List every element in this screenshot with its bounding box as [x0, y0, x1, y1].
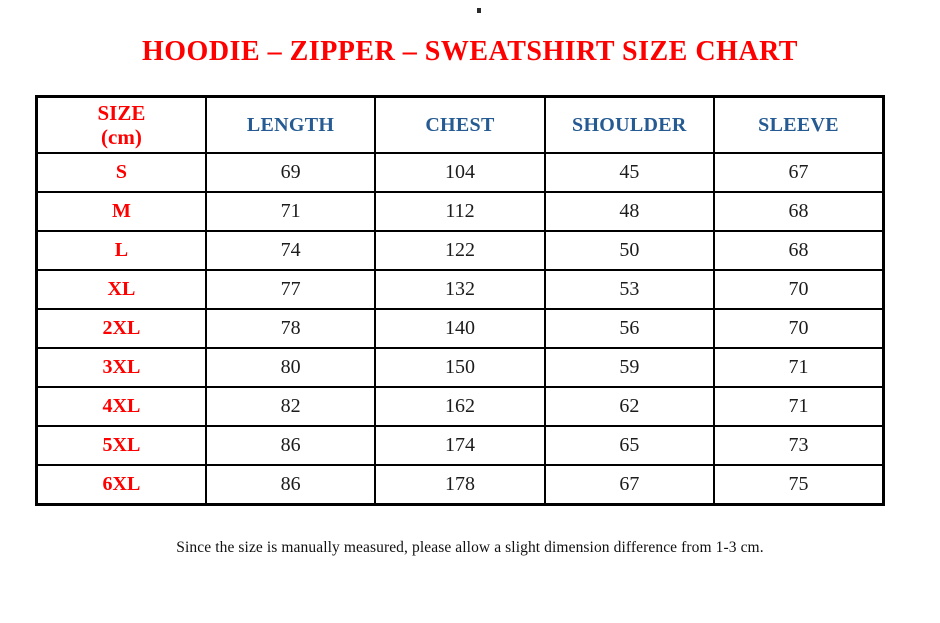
value-cell: 73 — [713, 425, 885, 466]
value-cell: 78 — [204, 308, 377, 349]
value-cell: 122 — [374, 230, 546, 271]
table-row-l: L 74 122 50 68 — [35, 230, 885, 271]
header-row: SIZE (cm) LENGTH CHEST SHOULDER SLEEVE — [35, 95, 885, 154]
value-cell: 50 — [543, 230, 716, 271]
stray-dot-mark — [477, 8, 481, 13]
size-cell: 6XL — [35, 464, 207, 506]
value-cell: 48 — [543, 191, 716, 232]
table-row-3xl: 3XL 80 150 59 71 — [35, 347, 885, 388]
value-cell: 53 — [543, 269, 716, 310]
value-cell: 69 — [204, 152, 377, 193]
value-cell: 56 — [543, 308, 716, 349]
value-cell: 70 — [713, 269, 885, 310]
value-cell: 70 — [713, 308, 885, 349]
value-cell: 140 — [374, 308, 546, 349]
table-row-m: M 71 112 48 68 — [35, 191, 885, 232]
value-cell: 67 — [543, 464, 716, 506]
size-cell: 2XL — [35, 308, 207, 349]
size-chart-header: SIZE (cm) LENGTH CHEST SHOULDER SLEEVE — [35, 95, 885, 154]
size-chart-body: S 69 104 45 67 M 71 112 48 68 L 74 122 5… — [35, 152, 885, 506]
value-cell: 178 — [374, 464, 546, 506]
table-row-s: S 69 104 45 67 — [35, 152, 885, 193]
size-cell: 4XL — [35, 386, 207, 427]
size-cell: 5XL — [35, 425, 207, 466]
table-row-5xl: 5XL 86 174 65 73 — [35, 425, 885, 466]
value-cell: 86 — [204, 464, 377, 506]
value-cell: 74 — [204, 230, 377, 271]
value-cell: 71 — [713, 386, 885, 427]
size-cell: M — [35, 191, 207, 232]
value-cell: 71 — [713, 347, 885, 388]
value-cell: 65 — [543, 425, 716, 466]
value-cell: 86 — [204, 425, 377, 466]
col-header-shoulder: SHOULDER — [543, 95, 716, 154]
value-cell: 82 — [204, 386, 377, 427]
value-cell: 62 — [543, 386, 716, 427]
value-cell: 45 — [543, 152, 716, 193]
col-header-length: LENGTH — [204, 95, 377, 154]
size-header-line1: SIZE — [97, 100, 146, 125]
col-header-chest: CHEST — [374, 95, 546, 154]
value-cell: 104 — [374, 152, 546, 193]
value-cell: 68 — [713, 191, 885, 232]
size-cell: S — [35, 152, 207, 193]
col-header-sleeve: SLEEVE — [713, 95, 885, 154]
table-row-xl: XL 77 132 53 70 — [35, 269, 885, 310]
value-cell: 77 — [204, 269, 377, 310]
size-header-line2: (cm) — [101, 125, 142, 149]
value-cell: 112 — [374, 191, 546, 232]
size-cell: L — [35, 230, 207, 271]
value-cell: 68 — [713, 230, 885, 271]
value-cell: 150 — [374, 347, 546, 388]
value-cell: 75 — [713, 464, 885, 506]
size-cell: XL — [35, 269, 207, 310]
table-row-4xl: 4XL 82 162 62 71 — [35, 386, 885, 427]
value-cell: 59 — [543, 347, 716, 388]
table-row-2xl: 2XL 78 140 56 70 — [35, 308, 885, 349]
col-header-size: SIZE (cm) — [35, 95, 207, 154]
footnote: Since the size is manually measured, ple… — [176, 539, 764, 556]
value-cell: 67 — [713, 152, 885, 193]
value-cell: 162 — [374, 386, 546, 427]
size-cell: 3XL — [35, 347, 207, 388]
value-cell: 71 — [204, 191, 377, 232]
value-cell: 80 — [204, 347, 377, 388]
value-cell: 174 — [374, 425, 546, 466]
table-row-6xl: 6XL 86 178 67 75 — [35, 464, 885, 506]
size-chart-table: SIZE (cm) LENGTH CHEST SHOULDER SLEEVE S… — [35, 95, 885, 506]
value-cell: 132 — [374, 269, 546, 310]
page-title: HOODIE – ZIPPER – SWEATSHIRT SIZE CHART — [142, 36, 798, 67]
